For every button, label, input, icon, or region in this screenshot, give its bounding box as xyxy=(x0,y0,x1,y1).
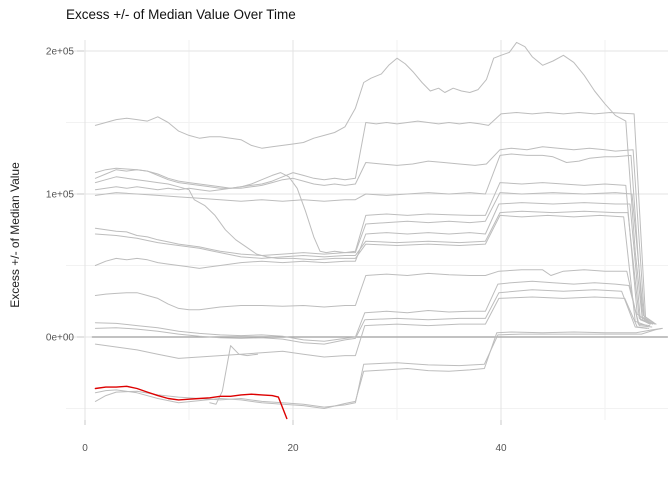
y-tick-label: 1e+05 xyxy=(46,190,75,201)
series-line-gray-red-companion-b xyxy=(94,327,663,408)
y-tick-label: 0e+00 xyxy=(46,333,75,344)
series-line-red-highlight xyxy=(94,385,288,420)
series-line-gray-lowpos-a xyxy=(94,280,653,342)
series-line-gray-red-companion-a xyxy=(94,327,663,409)
x-tick-label: 40 xyxy=(495,443,507,454)
series-line-gray-late-diver xyxy=(94,172,650,324)
series-line-gray-cluster-b xyxy=(94,112,657,325)
x-tick-label: 20 xyxy=(287,443,299,454)
series-line-gray-band-50 xyxy=(94,202,652,325)
series-line-gray-band-76 xyxy=(94,192,655,324)
series-line-gray-top-wanderer xyxy=(94,41,654,325)
series-line-gray-neg-drifter xyxy=(94,296,650,359)
series-line-gray-cluster-c xyxy=(94,146,656,325)
y-tick-label: 2e+05 xyxy=(46,47,75,58)
series-line-gray-band-72 xyxy=(94,210,651,325)
x-tick-label: 0 xyxy=(82,443,88,454)
series-line-gray-short-climber xyxy=(209,345,259,405)
series-line-gray-flat-100 xyxy=(94,153,654,325)
series-line-gray-band-30 xyxy=(94,269,651,327)
plot-title: Excess +/- of Median Value Over Time xyxy=(66,7,296,22)
series-line-gray-lowpos-b xyxy=(94,289,648,345)
series-line-gray-early-diver xyxy=(94,176,648,327)
